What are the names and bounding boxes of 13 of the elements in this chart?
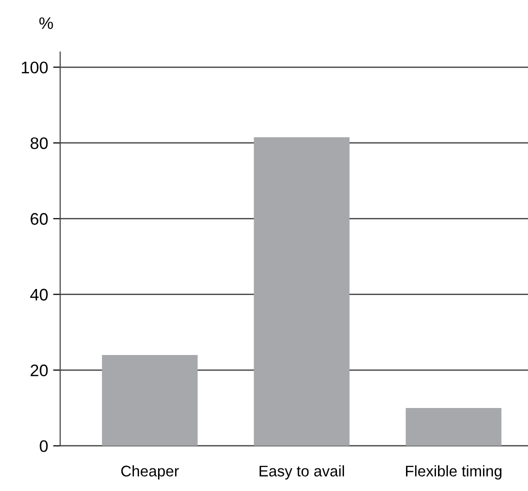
x-tick-label: Flexible timing [406, 465, 502, 480]
y-tick-label: 60 [30, 213, 48, 225]
y-tick-label: 80 [30, 137, 48, 150]
bar [406, 408, 502, 446]
y-tick-label: 40 [30, 288, 48, 301]
y-tick-label: 20 [30, 364, 48, 376]
y-axis-title: % [39, 17, 53, 29]
y-tick-label: 100 [22, 62, 48, 74]
x-tick-label: Cheaper [121, 465, 179, 480]
y-tick-label: 0 [40, 440, 48, 452]
bar [254, 137, 350, 446]
x-tick-label: Easy to avail [260, 465, 344, 480]
bar [102, 354, 198, 446]
